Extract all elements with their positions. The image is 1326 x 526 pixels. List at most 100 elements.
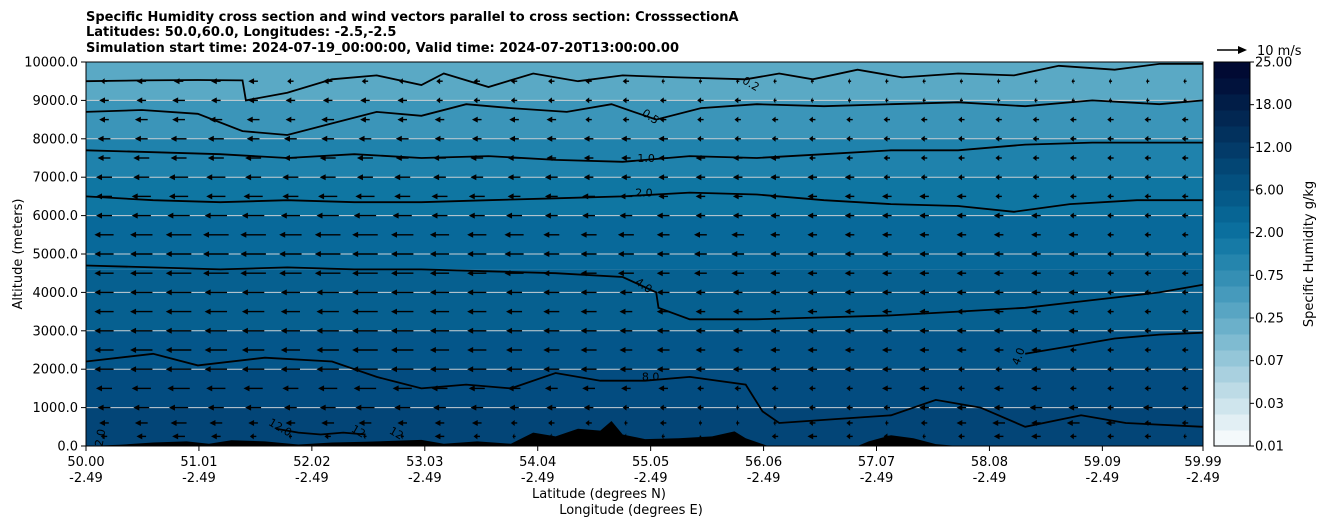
wind-vector-head: [1144, 135, 1149, 142]
wind-vector-head: [807, 251, 814, 257]
wind-vector: [168, 174, 189, 181]
wind-vector: [770, 212, 780, 219]
wind-vector: [394, 174, 411, 181]
wind-vector: [919, 327, 929, 334]
wind-vector: [1032, 174, 1040, 181]
wind-vector-head: [168, 193, 175, 200]
colorbar-segment: [1214, 382, 1250, 399]
wind-vector-head: [956, 404, 963, 411]
wind-vector-head: [1144, 308, 1149, 315]
wind-vector: [958, 116, 965, 123]
wind-vector-head: [206, 385, 213, 392]
wind-vector: [807, 308, 818, 315]
wind-vector: [995, 193, 1002, 200]
wind-vector-head: [1181, 251, 1186, 257]
wind-vector-head: [319, 174, 326, 181]
wind-vector-head: [1144, 251, 1149, 257]
wind-vector: [993, 327, 1004, 334]
wind-vector: [130, 231, 153, 238]
wind-vector: [695, 327, 706, 334]
wind-vector-head: [211, 97, 217, 104]
wind-vector: [467, 308, 487, 315]
wind-reference-arrowhead: [1238, 46, 1247, 54]
wind-vector: [204, 289, 228, 296]
contour-label-extra: 12: [387, 424, 406, 442]
wind-vector: [248, 78, 258, 85]
wind-vector: [1069, 212, 1077, 219]
wind-vector: [391, 366, 414, 373]
wind-vector-head: [995, 366, 1000, 373]
x-tick-label-lon: -2.49: [182, 471, 216, 486]
wind-vector: [846, 433, 853, 440]
wind-vector: [241, 366, 265, 373]
wind-vector-head: [283, 135, 290, 142]
wind-vector: [504, 251, 524, 257]
wind-vector: [883, 174, 890, 181]
wind-vector-head: [995, 155, 1000, 161]
wind-vector: [392, 212, 412, 219]
wind-vector-head: [168, 404, 175, 411]
wind-vector-head: [282, 385, 289, 392]
wind-vector: [543, 251, 560, 257]
wind-vector-head: [99, 419, 105, 426]
wind-vector: [470, 174, 484, 181]
wind-vector-head: [170, 419, 177, 426]
wind-vector-head: [1144, 347, 1149, 353]
wind-vector: [694, 231, 707, 238]
wind-vector-head: [695, 193, 702, 200]
wind-vector-head: [773, 419, 776, 426]
wind-vector: [280, 366, 300, 373]
wind-vector-head: [204, 347, 211, 353]
wind-vector-head: [732, 308, 739, 315]
wind-vector: [885, 419, 889, 426]
wind-vector: [434, 419, 445, 426]
wind-vector: [583, 155, 594, 161]
wind-vector: [844, 289, 855, 296]
wind-vector: [922, 78, 926, 85]
wind-vector-head: [770, 174, 776, 181]
wind-vector-head: [316, 366, 323, 373]
wind-vector-head: [130, 366, 137, 373]
wind-vector: [585, 116, 592, 123]
wind-vector: [583, 135, 594, 142]
wind-vector: [249, 433, 257, 440]
wind-vector: [1031, 308, 1041, 315]
wind-vector-head: [580, 347, 587, 353]
x-tick-label-lat: 57.07: [858, 455, 895, 470]
wind-vector-head: [1031, 308, 1037, 315]
wind-vector: [207, 135, 224, 142]
wind-vector: [211, 433, 221, 440]
wind-vector-head: [619, 347, 626, 353]
wind-vector: [209, 419, 223, 426]
wind-vector: [846, 419, 853, 426]
wind-vector-head: [507, 193, 514, 200]
colorbar-segment: [1214, 270, 1250, 287]
wind-vector-head: [429, 270, 436, 277]
wind-vector: [282, 174, 299, 181]
wind-vector-head: [360, 116, 366, 123]
wind-vector-head: [580, 327, 587, 334]
wind-vector-head: [1107, 135, 1112, 142]
wind-vector-head: [471, 116, 478, 123]
wind-vector-head: [94, 366, 101, 373]
wind-vector: [1144, 135, 1151, 142]
humidity-fill-layer: [86, 62, 1203, 446]
wind-vector: [993, 347, 1004, 353]
wind-vector: [919, 270, 929, 277]
wind-vector-head: [506, 327, 513, 334]
wind-vector-head: [467, 231, 474, 238]
contour-line-2.0: [86, 191, 1203, 213]
wind-vector-head: [809, 135, 813, 142]
wind-vector-head: [470, 404, 477, 411]
wind-vector-head: [656, 212, 663, 219]
wind-vector: [773, 78, 777, 85]
wind-vector-head: [807, 212, 814, 219]
wind-vector-head: [467, 289, 474, 296]
wind-vector: [1144, 327, 1151, 334]
wind-vector: [1181, 116, 1189, 123]
wind-vector-head: [285, 116, 292, 123]
wind-vector-dot: [699, 435, 702, 438]
wind-vector-head: [321, 135, 328, 142]
wind-vector-head: [391, 327, 398, 334]
wind-vector: [471, 116, 482, 123]
